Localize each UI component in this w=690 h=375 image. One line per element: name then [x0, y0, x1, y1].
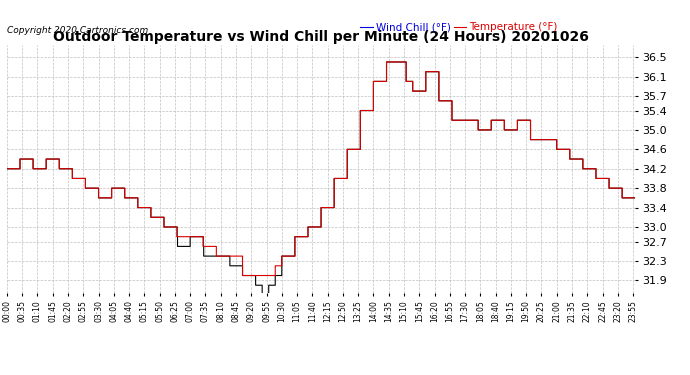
Temperature (°F): [238, 273, 246, 278]
Wind Chill (°F): [420, 89, 428, 93]
Text: Copyright 2020 Cartronics.com: Copyright 2020 Cartronics.com: [7, 26, 148, 35]
Temperature (°F): [557, 147, 565, 152]
Wind Chill (°F): [127, 196, 135, 200]
Wind Chill (°F): [213, 254, 221, 258]
Wind Chill (°F): [3, 166, 11, 171]
Line: Temperature (°F): Temperature (°F): [7, 62, 635, 276]
Wind Chill (°F): [258, 292, 266, 297]
Wind Chill (°F): [502, 128, 510, 132]
Temperature (°F): [142, 206, 150, 210]
Temperature (°F): [127, 196, 135, 200]
Line: Wind Chill (°F): Wind Chill (°F): [7, 62, 635, 295]
Temperature (°F): [382, 60, 391, 64]
Title: Outdoor Temperature vs Wind Chill per Minute (24 Hours) 20201026: Outdoor Temperature vs Wind Chill per Mi…: [53, 30, 589, 44]
Temperature (°F): [213, 254, 221, 258]
Wind Chill (°F): [142, 206, 150, 210]
Wind Chill (°F): [631, 196, 639, 200]
Temperature (°F): [420, 89, 428, 93]
Wind Chill (°F): [557, 147, 565, 152]
Temperature (°F): [502, 128, 510, 132]
Temperature (°F): [631, 196, 639, 200]
Legend: Wind Chill (°F), Temperature (°F): Wind Chill (°F), Temperature (°F): [356, 18, 562, 36]
Temperature (°F): [3, 166, 11, 171]
Wind Chill (°F): [382, 60, 391, 64]
